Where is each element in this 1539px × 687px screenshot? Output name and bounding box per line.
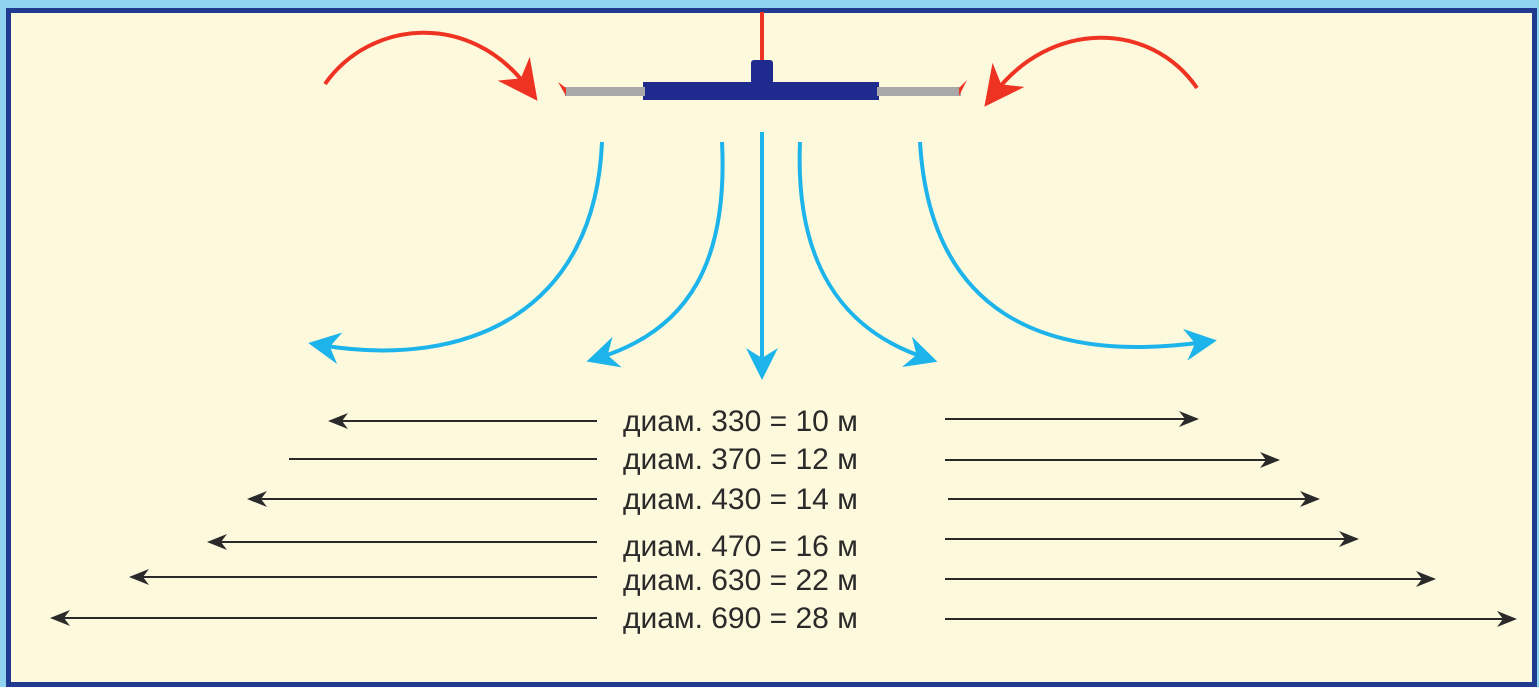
dimension-label: диам. 370 = 12 м bbox=[623, 443, 858, 476]
ceiling-fan-icon bbox=[558, 12, 967, 100]
dimension-label: диам. 430 = 14 м bbox=[623, 483, 858, 516]
dimension-row: диам. 370 = 12 м bbox=[289, 443, 1280, 476]
dimension-row: диам. 470 = 16 м bbox=[207, 530, 1359, 563]
fan-blade-left bbox=[565, 87, 645, 96]
dimension-label: диам. 630 = 22 м bbox=[623, 564, 858, 597]
airflow-arrow-right bbox=[797, 141, 938, 368]
airflow-arrow-far-left bbox=[308, 141, 604, 365]
dimension-label: диам. 690 = 28 м bbox=[623, 602, 858, 635]
fan-blade-left-tip bbox=[558, 82, 566, 96]
airflow-arrow-left bbox=[586, 141, 725, 368]
fan-motor bbox=[751, 60, 773, 84]
intake-arrow-right bbox=[984, 35, 1199, 107]
diagram-frame bbox=[6, 8, 1537, 687]
dimension-row: диам. 630 = 22 м bbox=[129, 564, 1436, 597]
dimension-row: диам. 430 = 14 м bbox=[247, 483, 1320, 516]
dimension-label: диам. 330 = 10 м bbox=[623, 405, 858, 438]
fan-body bbox=[643, 82, 879, 100]
airflow-arrow-far-right bbox=[918, 141, 1217, 361]
dimension-row: диам. 690 = 28 м bbox=[50, 602, 1517, 635]
fan-blade-right bbox=[877, 87, 961, 96]
dimension-row: диам. 330 = 10 м bbox=[328, 405, 1199, 438]
intake-arrow-left bbox=[323, 30, 538, 101]
dimension-label: диам. 470 = 16 м bbox=[623, 530, 858, 563]
fan-blade-right-tip bbox=[959, 80, 967, 96]
